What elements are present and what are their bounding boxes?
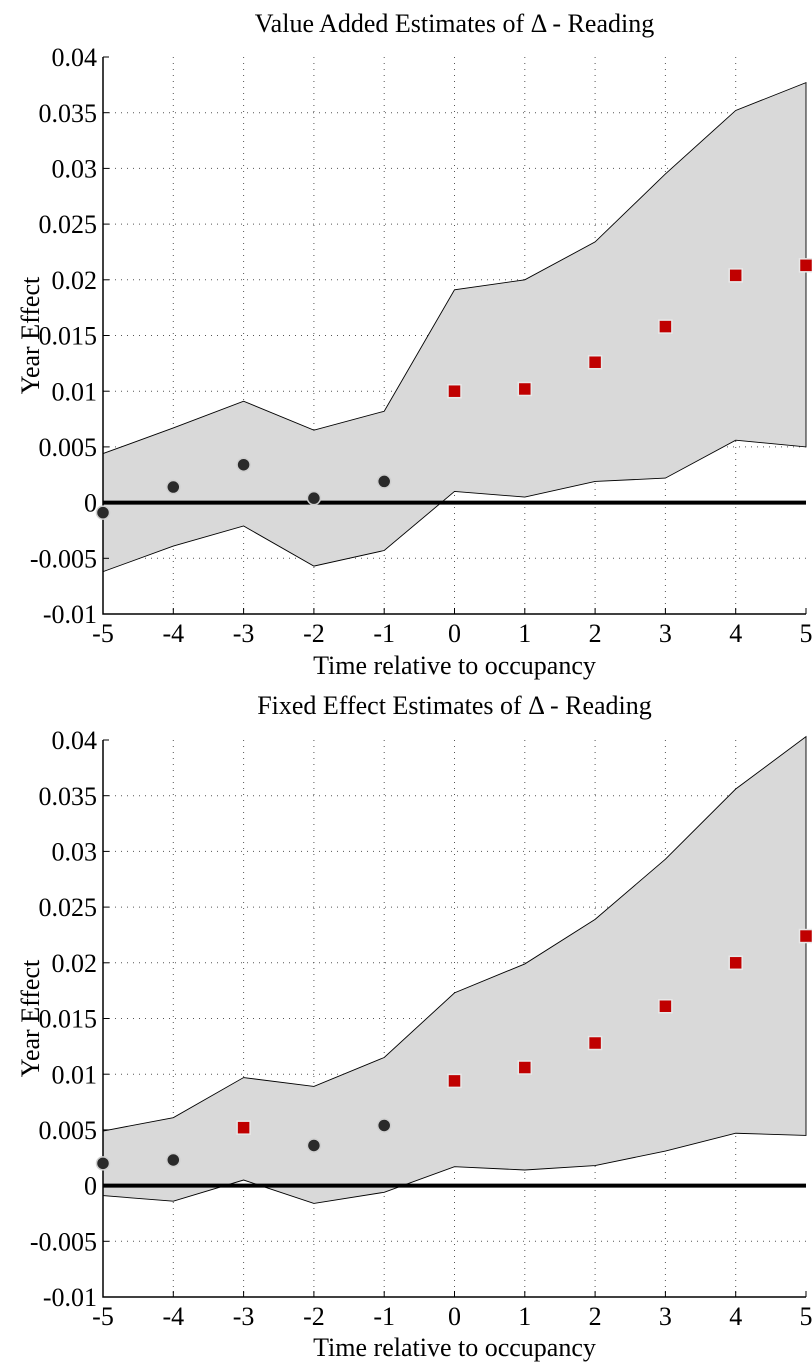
x-tick-label: -1 <box>373 619 395 648</box>
estimate-circle-point <box>95 1156 111 1171</box>
y-tick-label: 0.03 <box>52 155 98 184</box>
estimate-circle-point <box>166 1152 181 1168</box>
y-tick-label: 0.01 <box>52 377 98 406</box>
estimate-square-point <box>728 268 743 283</box>
x-tick-label: -3 <box>233 619 255 648</box>
x-tick-label: 2 <box>589 1302 602 1331</box>
estimate-square-point <box>236 1120 251 1135</box>
y-tick-label: -0.005 <box>30 544 97 573</box>
x-tick-label: -4 <box>162 1302 184 1331</box>
x-tick-label: 4 <box>729 1302 742 1331</box>
y-axis-label: Year Effect <box>16 959 45 1077</box>
estimate-square-point <box>517 1060 533 1075</box>
y-tick-label: 0.005 <box>39 433 98 462</box>
y-tick-label: -0.01 <box>43 600 97 629</box>
y-tick-label: 0.04 <box>52 726 98 755</box>
estimate-circle-point <box>376 1118 392 1133</box>
y-tick-label: 0.015 <box>39 1005 98 1034</box>
y-tick-label: 0.02 <box>52 266 98 295</box>
x-tick-label: -1 <box>373 1302 395 1331</box>
x-tick-label: 5 <box>800 1302 812 1331</box>
x-tick-label: -3 <box>233 1302 255 1331</box>
estimate-square-point <box>517 381 533 397</box>
x-axis-label: Time relative to occupancy <box>313 1333 596 1362</box>
estimate-circle-point <box>376 474 392 489</box>
y-tick-label: 0.005 <box>39 1116 98 1145</box>
y-tick-label: 0.025 <box>39 893 98 922</box>
value-added-panel: -0.01 -0.005 0 0.005 0.01 0.015 0.02 0.025 0.03 0… <box>16 9 812 680</box>
estimate-circle-point <box>306 490 322 506</box>
x-tick-label: 1 <box>518 1302 531 1331</box>
x-tick-label: 3 <box>659 619 672 648</box>
y-tick-label: -0.01 <box>43 1283 97 1312</box>
estimate-square-point <box>658 998 673 1014</box>
y-tick-label: 0.015 <box>39 322 98 351</box>
x-tick-label: 0 <box>448 1302 461 1331</box>
y-tick-label: 0.04 <box>52 43 98 72</box>
y-tick-label: 0.035 <box>39 782 98 811</box>
x-tick-label: 2 <box>589 619 602 648</box>
estimate-square-point <box>658 319 673 334</box>
x-tick-label: -5 <box>92 1302 114 1331</box>
y-tick-label: 0.01 <box>52 1060 98 1089</box>
y-tick-label: 0.03 <box>52 838 98 867</box>
y-axis-label: Year Effect <box>16 276 45 394</box>
fixed-effect-panel: -0.01 -0.005 0 0.005 0.01 0.015 0.02 0.025 0.03 0… <box>16 691 812 1362</box>
x-tick-label: -4 <box>162 619 184 648</box>
x-axis-label: Time relative to occupancy <box>313 651 596 680</box>
x-tick-label: 5 <box>800 619 812 648</box>
estimate-square-point <box>447 383 462 399</box>
estimate-square-point <box>447 1073 462 1089</box>
estimate-square-point <box>587 1035 603 1051</box>
y-tick-label: -0.005 <box>30 1227 97 1256</box>
x-tick-label: -5 <box>92 619 114 648</box>
confidence-band <box>102 81 807 573</box>
x-tick-label: -2 <box>303 619 325 648</box>
y-tick-label: 0.025 <box>39 210 98 239</box>
x-tick-label: 1 <box>518 619 531 648</box>
estimate-circle-point <box>95 505 111 520</box>
estimate-square-point <box>798 928 812 944</box>
y-tick-label: 0 <box>84 489 97 518</box>
y-tick-label: 0.035 <box>39 99 98 128</box>
x-tick-label: 4 <box>729 619 742 648</box>
y-tick-label: 0 <box>84 1172 97 1201</box>
chart-title: Fixed Effect Estimates of Δ - Reading <box>257 691 652 720</box>
x-tick-label: 3 <box>659 1302 672 1331</box>
y-tick-label: 0.02 <box>52 949 98 978</box>
estimate-square-point <box>587 354 603 370</box>
estimate-circle-point <box>306 1138 322 1153</box>
estimate-circle-point <box>166 479 181 495</box>
x-tick-label: -2 <box>303 1302 325 1331</box>
estimate-square-point <box>798 258 812 273</box>
chart-title: Value Added Estimates of Δ - Reading <box>255 9 654 38</box>
x-tick-label: 0 <box>448 619 461 648</box>
confidence-band <box>102 735 807 1204</box>
estimate-square-point <box>728 955 743 971</box>
estimate-circle-point <box>236 457 251 472</box>
